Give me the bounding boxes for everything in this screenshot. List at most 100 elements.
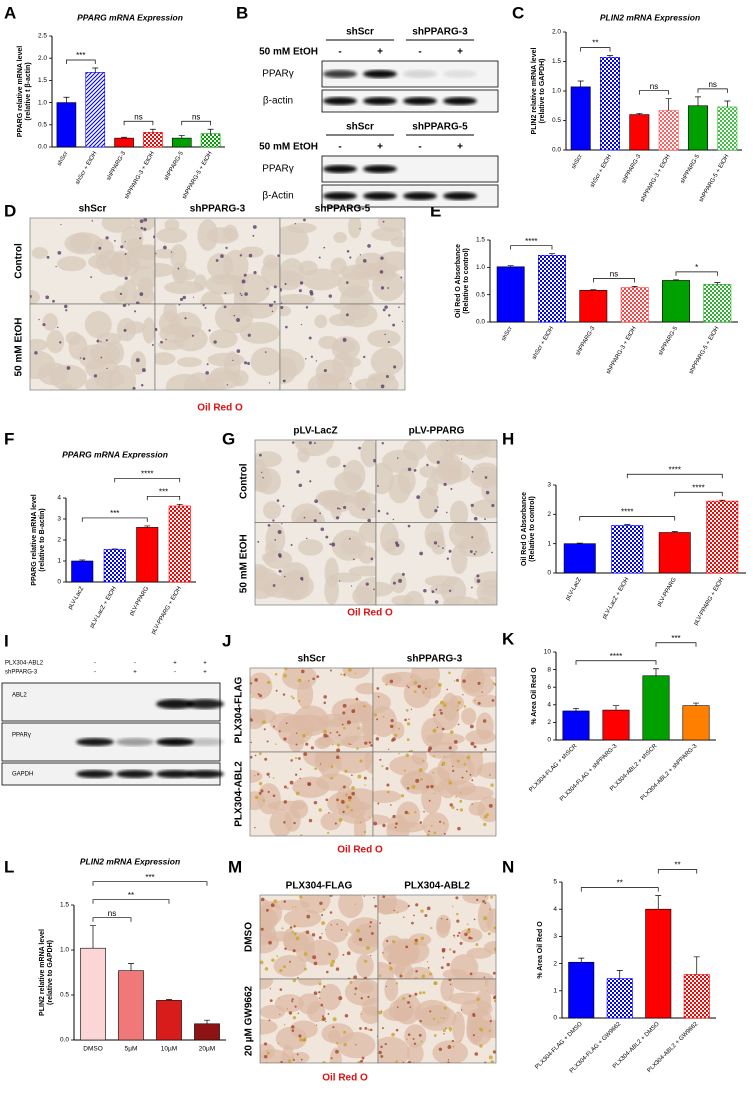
cell-cluster [172,268,197,281]
lipid-droplet [493,999,496,1003]
lipid-droplet [488,803,493,808]
cell-cluster [477,796,496,823]
cell-cluster [267,800,306,811]
lipid-droplet [259,694,263,698]
y-tick-label: 0.5 [60,992,69,999]
lipid-droplet [320,763,322,765]
lipid-droplet [469,724,474,729]
cell-cluster [326,455,341,468]
lipid-droplet [428,972,432,976]
panel-letter: D [4,201,16,220]
x-tick-label: pLV-PPARG [129,586,151,617]
blot-band [323,192,357,200]
y-tick-label: 2 [553,960,557,967]
lipid-droplet [494,947,496,952]
cell-cluster [296,680,314,709]
lipid-droplet [477,701,481,705]
micrograph [250,668,373,752]
cell-cluster [348,218,362,239]
lipid-droplet [388,966,393,971]
lipid-droplet [140,384,144,387]
bar [538,255,566,323]
micrograph [260,979,378,1063]
lipid-droplet [124,276,128,280]
lipid-droplet [394,733,398,737]
lipid-droplet [329,963,334,967]
lipid-droplet [422,991,426,995]
lipid-droplet [451,905,454,908]
lipid-droplet [493,926,496,930]
lipid-droplet [323,729,327,734]
y-axis-label: PPARG relative mRNA level [17,46,24,137]
lipid-droplet [205,371,209,375]
cell-cluster [250,769,263,783]
cell-cluster [414,999,451,1027]
sign-label: - [338,142,341,153]
lipid-droplet [318,256,321,259]
significance-label: **** [692,483,704,492]
lipid-droplet [268,1019,271,1022]
lipid-droplet [438,1047,443,1051]
lipid-droplet [253,271,257,275]
lipid-droplet [483,814,488,819]
lipid-droplet [283,1023,286,1026]
lipid-droplet [359,1027,362,1030]
cell-cluster [470,499,497,519]
lipid-droplet [122,304,127,307]
lipid-droplet [244,292,248,296]
lipid-droplet [376,687,380,690]
lipid-droplet [432,1017,436,1020]
cell-cluster [373,692,392,714]
lipid-droplet [380,384,385,389]
lipid-droplet [215,259,219,262]
x-tick-label: pLV-LacZ [565,577,583,602]
lipid-droplet [445,1027,447,1030]
lipid-droplet [135,301,140,304]
lipid-droplet [410,676,412,679]
lipid-droplet [250,682,253,685]
column-label: shScr [79,204,107,215]
lipid-droplet [283,785,287,789]
lipid-droplet [304,1037,306,1039]
cell-cluster [42,313,58,331]
x-tick-label: shPPARG-3 + EtOH [640,154,672,204]
lipid-droplet [223,305,227,309]
lipid-droplet [320,1003,324,1007]
panel-letter: B [236,3,248,22]
cell-cluster [424,575,459,587]
lipid-droplet [484,476,488,479]
lipid-droplet [335,1049,339,1054]
significance-bracket [638,90,670,95]
y-tick-label: 1.0 [38,99,47,106]
lipid-droplet [382,952,384,954]
lipid-droplet [139,292,144,296]
x-tick-label: pLV-PPARG + EtOH [151,586,183,636]
lipid-droplet [380,256,384,260]
lipid-droplet [314,499,318,504]
row-label: 50 mM EtOH [14,318,25,377]
x-tick-label: pLV-LacZ [68,586,86,611]
lipid-droplet [178,304,181,306]
significance-bracket [114,477,181,483]
cell-cluster [394,962,414,979]
lipid-droplet [359,759,363,763]
lipid-droplet [400,973,402,975]
lipid-droplet [306,914,311,919]
lipid-droplet [379,758,382,761]
lipid-droplet [260,897,265,902]
micrograph [255,440,376,523]
lipid-droplet [105,236,109,240]
lipid-droplet [243,273,247,277]
lipid-droplet [413,1042,417,1045]
cell-cluster [330,257,347,275]
lipid-droplet [382,895,386,898]
sign-label: + [133,670,137,676]
bar [662,280,690,323]
blot-band [443,70,477,78]
lipid-droplet [348,537,351,540]
lipid-droplet [449,983,452,985]
lipid-droplet [394,826,397,829]
lipid-droplet [120,245,124,249]
x-tick-label: shScr [501,326,514,342]
lipid-droplet [226,384,229,386]
